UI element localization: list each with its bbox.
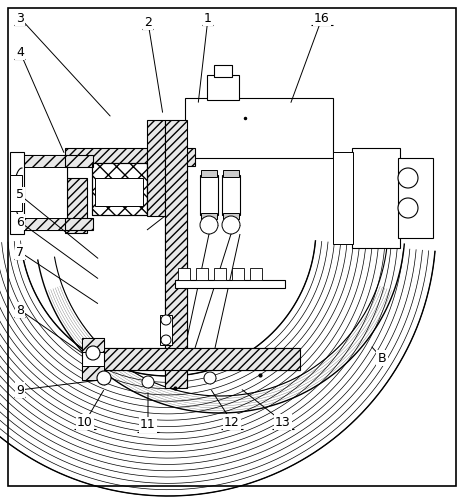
Bar: [160, 315, 172, 345]
Circle shape: [397, 168, 417, 188]
Bar: [232, 268, 244, 280]
Bar: [22, 218, 67, 230]
Bar: [200, 175, 218, 215]
Bar: [65, 155, 93, 167]
Bar: [82, 366, 104, 380]
Bar: [221, 175, 239, 215]
Bar: [65, 148, 194, 166]
Bar: [82, 338, 104, 352]
Bar: [223, 213, 238, 219]
Bar: [147, 120, 165, 216]
Bar: [22, 165, 67, 220]
Text: B: B: [377, 351, 386, 364]
Text: 7: 7: [16, 246, 24, 258]
Bar: [206, 75, 238, 100]
Text: 11: 11: [140, 418, 156, 431]
Text: 16: 16: [313, 11, 329, 24]
Bar: [22, 155, 67, 167]
Circle shape: [86, 346, 100, 360]
Text: 8: 8: [16, 304, 24, 317]
Bar: [65, 178, 87, 233]
Text: 1: 1: [204, 11, 212, 24]
Bar: [223, 170, 238, 177]
Text: 3: 3: [16, 11, 24, 24]
Bar: [178, 268, 189, 280]
Bar: [200, 170, 217, 177]
Bar: [397, 158, 432, 238]
Bar: [332, 152, 352, 244]
Bar: [351, 148, 399, 248]
Bar: [213, 268, 225, 280]
Bar: [65, 218, 93, 230]
Text: 13: 13: [275, 415, 290, 428]
Circle shape: [161, 335, 171, 345]
Bar: [165, 120, 187, 388]
Circle shape: [204, 372, 216, 384]
Bar: [92, 163, 147, 215]
Text: 9: 9: [16, 384, 24, 397]
Text: 6: 6: [16, 216, 24, 229]
Text: 4: 4: [16, 46, 24, 59]
Bar: [10, 152, 24, 234]
Circle shape: [397, 198, 417, 218]
Circle shape: [200, 216, 218, 234]
Bar: [185, 98, 332, 158]
Bar: [175, 280, 284, 288]
Text: 12: 12: [224, 415, 239, 428]
Circle shape: [97, 371, 111, 385]
Bar: [95, 178, 143, 206]
Circle shape: [161, 315, 171, 325]
Bar: [82, 338, 104, 380]
Text: 5: 5: [16, 188, 24, 201]
Text: 10: 10: [77, 415, 93, 428]
Bar: [250, 268, 262, 280]
Bar: [10, 175, 22, 211]
Bar: [92, 163, 147, 215]
Circle shape: [221, 216, 239, 234]
Bar: [22, 155, 67, 230]
Text: 2: 2: [144, 15, 151, 28]
Bar: [213, 65, 232, 77]
Bar: [195, 268, 207, 280]
Bar: [85, 348, 300, 370]
Circle shape: [142, 376, 154, 388]
Bar: [200, 213, 217, 219]
